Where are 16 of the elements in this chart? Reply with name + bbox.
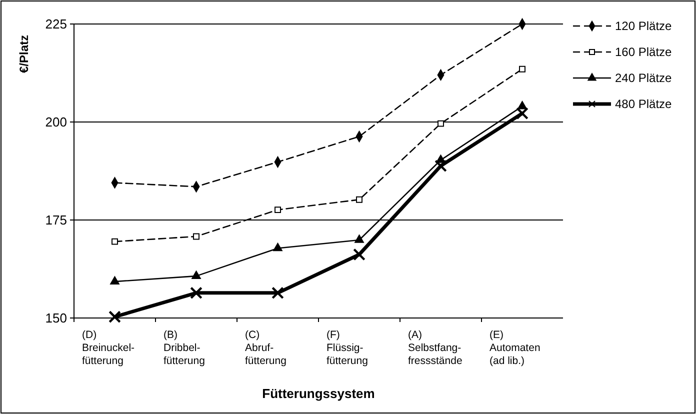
y-tick-label: 175 bbox=[45, 212, 67, 228]
x-tick-label: (A) Selbstfang- fressstände bbox=[408, 329, 462, 367]
y-axis-title: €/Platz bbox=[17, 34, 31, 74]
x-tick-label: (B) Dribbel- fütterung bbox=[164, 329, 206, 367]
legend-label: 480 Plätze bbox=[615, 97, 672, 112]
y-tick-label: 150 bbox=[45, 310, 67, 326]
x-tick-label: (D) Breinuckel- fütterung bbox=[82, 329, 136, 367]
legend-label: 240 Plätze bbox=[615, 71, 672, 86]
x-tick-label: (C) Abruf- fütterung bbox=[245, 329, 287, 367]
x-tick-label: (F) Flüssig- fütterung bbox=[326, 329, 368, 367]
x-axis-title: Fütterungssystem bbox=[262, 386, 375, 401]
legend-label: 160 Plätze bbox=[615, 45, 672, 60]
x-tick-label: (E) Automaten (ad lib.) bbox=[490, 329, 540, 367]
y-tick-label: 200 bbox=[45, 114, 67, 130]
y-tick-label: 225 bbox=[45, 16, 67, 32]
legend-label: 120 Plätze bbox=[615, 19, 672, 34]
